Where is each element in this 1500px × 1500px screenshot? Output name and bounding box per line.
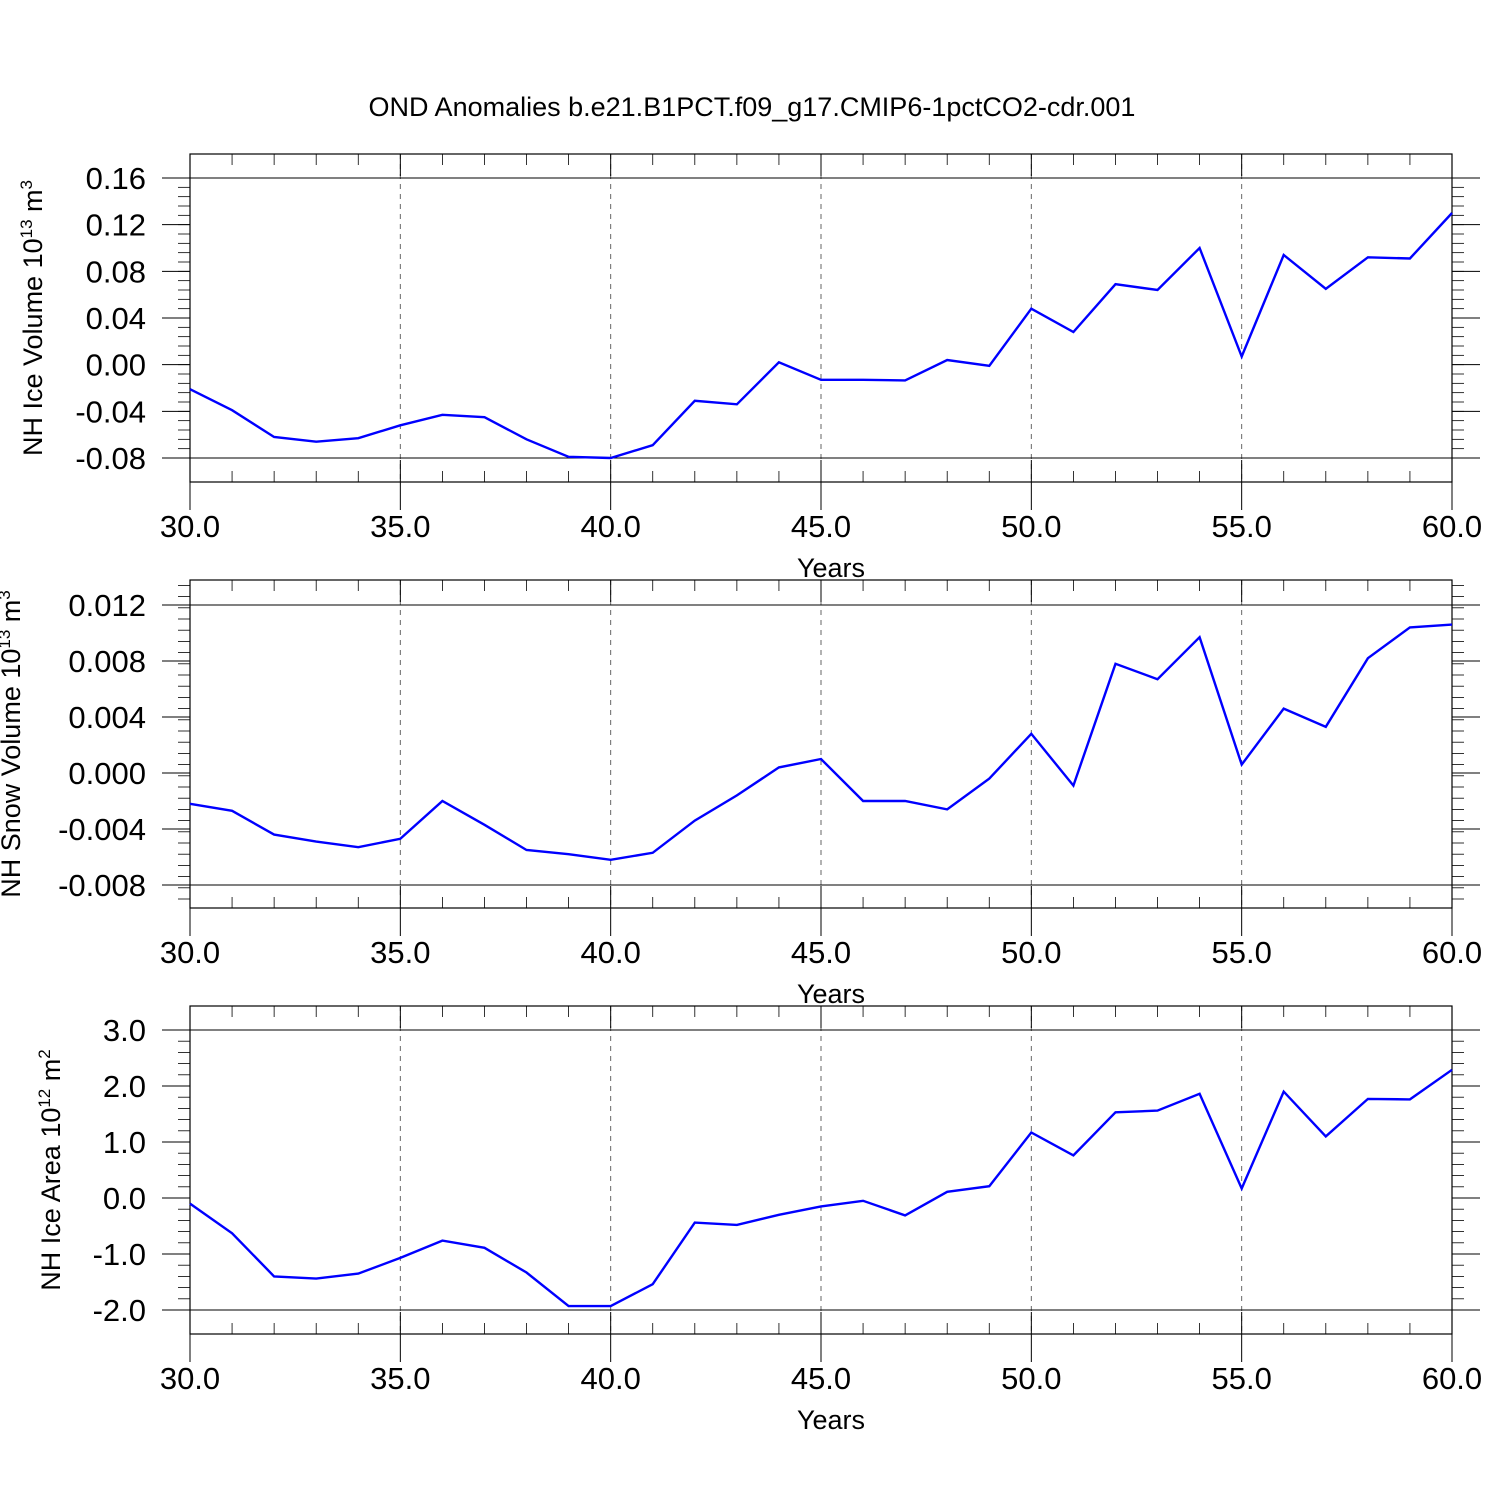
x-tick-label: 50.0 bbox=[1001, 935, 1061, 970]
x-tick-label: 40.0 bbox=[580, 1361, 640, 1396]
x-axis-label: Years bbox=[797, 553, 865, 583]
x-tick-label: 60.0 bbox=[1422, 935, 1482, 970]
x-tick-label: 55.0 bbox=[1211, 935, 1271, 970]
y-tick-label: -2.0 bbox=[93, 1293, 146, 1328]
x-tick-label: 45.0 bbox=[791, 509, 851, 544]
x-tick-label: 55.0 bbox=[1211, 509, 1271, 544]
y-tick-label: -0.008 bbox=[58, 868, 146, 903]
panels: 30.0 35.0 40.0 45.0 50.0 55.0 60.0 -0.08 -0.04 0.… bbox=[0, 153, 1482, 1435]
y-axis-label: NH Snow Volume 1013 m3 bbox=[0, 590, 26, 898]
y-tick-label: -0.004 bbox=[58, 812, 146, 847]
y-tick-label: 2.0 bbox=[103, 1069, 146, 1104]
y-tick-label: 0.008 bbox=[68, 644, 146, 679]
y-tick-label: 0.004 bbox=[68, 700, 146, 735]
y-tick-label: 0.000 bbox=[68, 756, 146, 791]
y-tick-label: -0.04 bbox=[75, 394, 146, 429]
y-tick-label: 0.12 bbox=[86, 208, 146, 243]
y-tick-label: -1.0 bbox=[93, 1237, 146, 1272]
panel-3: 30.0 35.0 40.0 45.0 50.0 55.0 60.0 -2.0 -1.0 0.0 1… bbox=[35, 1005, 1482, 1435]
y-tick-label: 0.16 bbox=[86, 161, 146, 196]
x-tick-label: 35.0 bbox=[370, 935, 430, 970]
x-tick-label: 40.0 bbox=[580, 509, 640, 544]
x-tick-label: 30.0 bbox=[160, 1361, 220, 1396]
y-tick-label: 0.04 bbox=[86, 301, 146, 336]
x-tick-label: 60.0 bbox=[1422, 1361, 1482, 1396]
y-tick-label: 3.0 bbox=[103, 1013, 146, 1048]
series-line bbox=[189, 623, 1453, 862]
y-tick-label: 0.0 bbox=[103, 1181, 146, 1216]
x-tick-label: 50.0 bbox=[1001, 509, 1061, 544]
x-tick-label: 30.0 bbox=[160, 509, 220, 544]
x-tick-label: 55.0 bbox=[1211, 1361, 1271, 1396]
x-tick-label: 60.0 bbox=[1422, 509, 1482, 544]
x-tick-label: 35.0 bbox=[370, 1361, 430, 1396]
y-tick-label: 1.0 bbox=[103, 1125, 146, 1160]
x-axis-label: Years bbox=[797, 979, 865, 1009]
panel-2: 30.0 35.0 40.0 45.0 50.0 55.0 60.0 -0.008 -0.004… bbox=[0, 579, 1482, 1009]
x-axis-label: Years bbox=[797, 1405, 865, 1435]
x-tick-label: 30.0 bbox=[160, 935, 220, 970]
y-tick-label: -0.08 bbox=[75, 441, 146, 476]
y-axis-label: NH Ice Area 1012 m2 bbox=[35, 1049, 66, 1290]
panel-1: 30.0 35.0 40.0 45.0 50.0 55.0 60.0 -0.08 -0.04 0.… bbox=[17, 153, 1482, 583]
y-axis-label: NH Ice Volume 1013 m3 bbox=[17, 180, 48, 456]
series-line bbox=[189, 212, 1453, 460]
x-tick-label: 35.0 bbox=[370, 509, 430, 544]
x-tick-label: 40.0 bbox=[580, 935, 640, 970]
x-tick-label: 45.0 bbox=[791, 935, 851, 970]
x-tick-label: 50.0 bbox=[1001, 1361, 1061, 1396]
series-line bbox=[189, 1068, 1453, 1308]
y-tick-label: 0.00 bbox=[86, 348, 146, 383]
x-tick-label: 45.0 bbox=[791, 1361, 851, 1396]
y-tick-label: 0.08 bbox=[86, 254, 146, 289]
figure-title: OND Anomalies b.e21.B1PCT.f09_g17.CMIP6-… bbox=[369, 92, 1136, 122]
y-tick-label: 0.012 bbox=[68, 588, 146, 623]
